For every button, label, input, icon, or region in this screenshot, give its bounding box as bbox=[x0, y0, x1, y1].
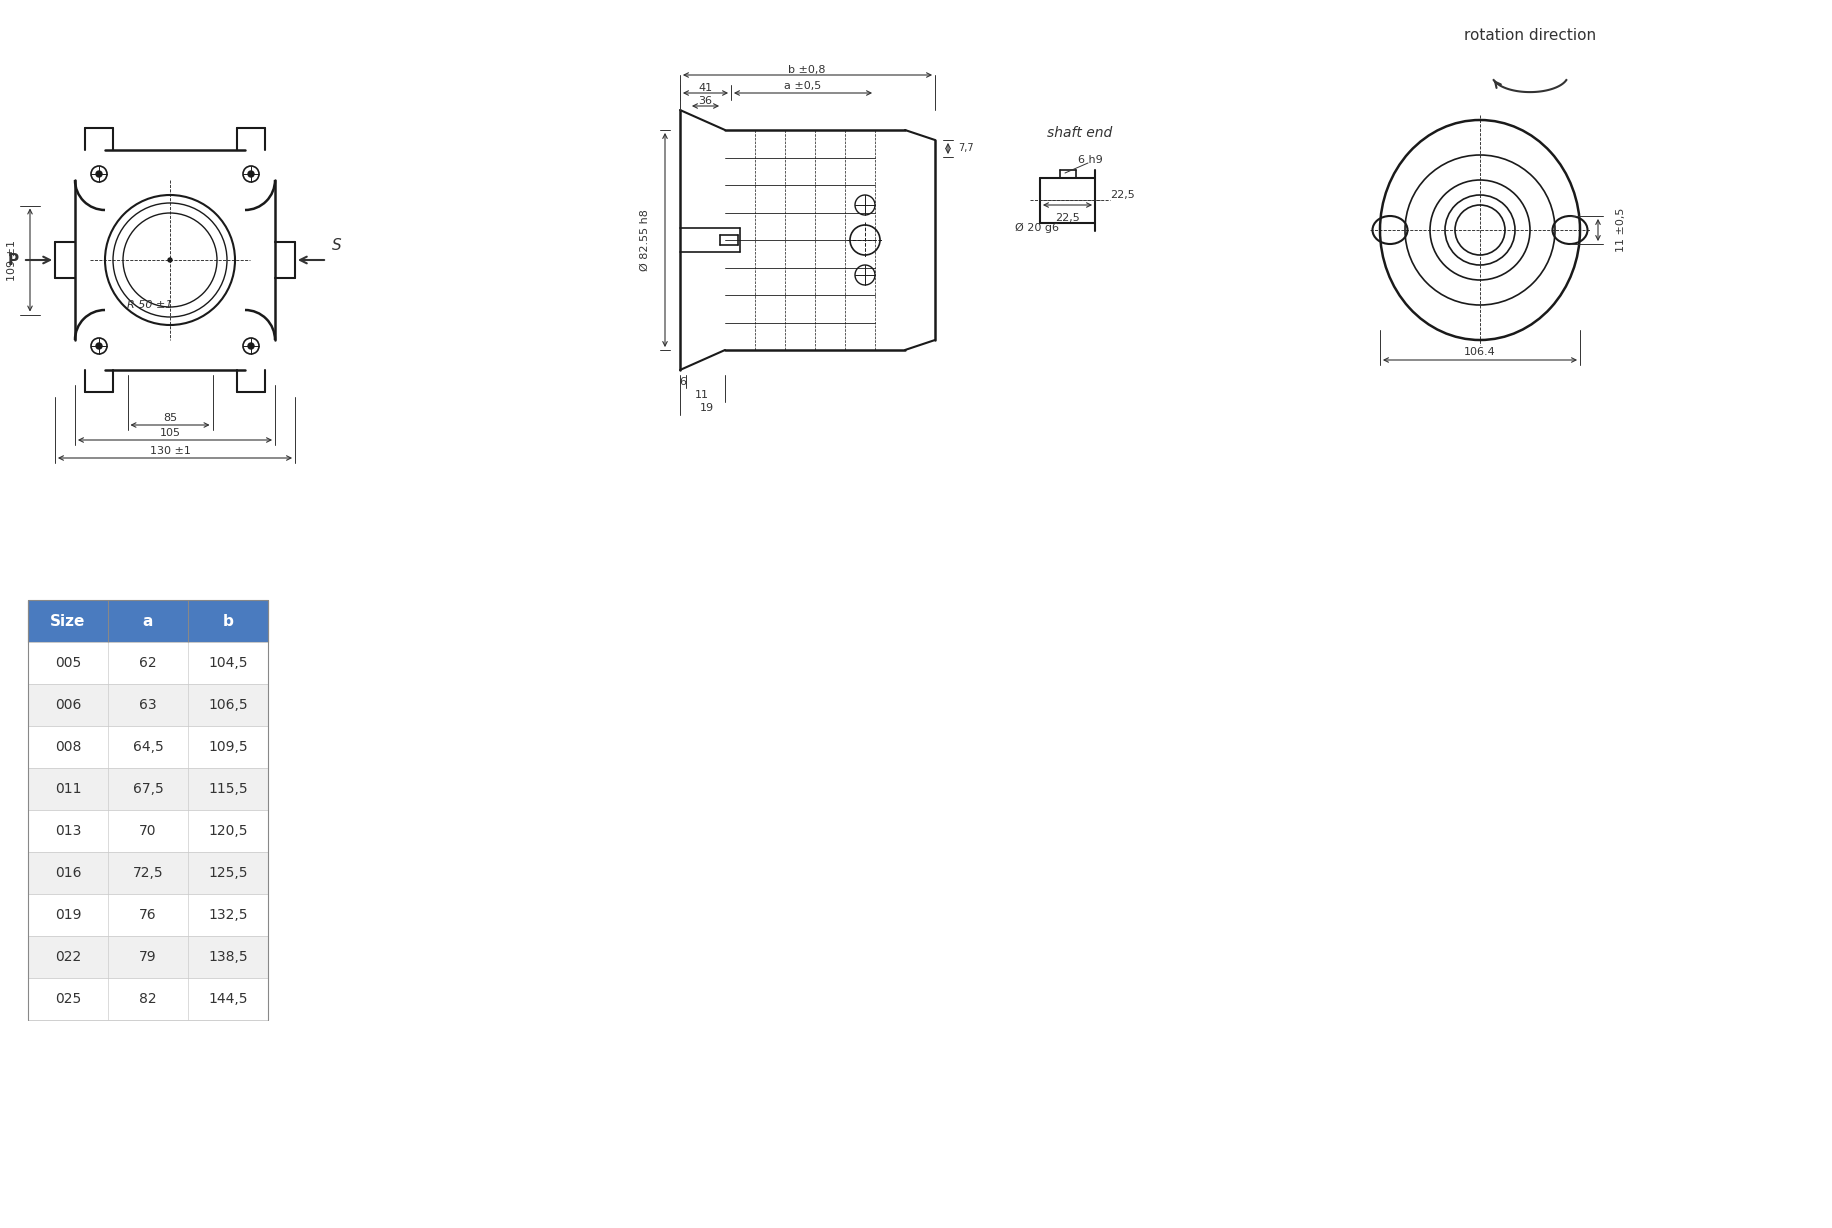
Text: a: a bbox=[143, 614, 154, 629]
Text: Size: Size bbox=[49, 614, 86, 629]
Text: rotation direction: rotation direction bbox=[1464, 27, 1596, 43]
Text: 105: 105 bbox=[159, 429, 181, 438]
Text: 70: 70 bbox=[139, 824, 158, 837]
Text: 130 ±1: 130 ±1 bbox=[150, 446, 191, 456]
Circle shape bbox=[95, 343, 103, 349]
Circle shape bbox=[95, 171, 103, 177]
Text: 109 ±1: 109 ±1 bbox=[7, 239, 16, 280]
Bar bbox=[27, 977, 267, 1020]
Text: 006: 006 bbox=[55, 698, 81, 712]
Text: 013: 013 bbox=[55, 824, 81, 837]
Text: 025: 025 bbox=[55, 992, 81, 1006]
Text: shaft end: shaft end bbox=[1048, 126, 1112, 140]
Text: 19: 19 bbox=[700, 403, 714, 413]
Bar bbox=[27, 810, 267, 852]
Text: 120,5: 120,5 bbox=[209, 824, 247, 837]
Text: 41: 41 bbox=[698, 84, 713, 93]
Text: 106.4: 106.4 bbox=[1464, 348, 1497, 357]
Text: Ø 82.55 h8: Ø 82.55 h8 bbox=[639, 209, 650, 271]
Bar bbox=[27, 642, 267, 684]
Bar bbox=[27, 894, 267, 936]
Circle shape bbox=[169, 258, 172, 262]
Text: 79: 79 bbox=[139, 950, 158, 964]
Text: 132,5: 132,5 bbox=[209, 907, 247, 922]
Text: 106,5: 106,5 bbox=[209, 698, 247, 712]
Text: 22,5: 22,5 bbox=[1110, 190, 1134, 200]
Bar bbox=[27, 684, 267, 726]
Text: 11 ±0,5: 11 ±0,5 bbox=[1616, 208, 1627, 252]
Text: 6: 6 bbox=[680, 377, 687, 387]
Bar bbox=[27, 726, 267, 768]
Text: 82: 82 bbox=[139, 992, 158, 1006]
Text: 72,5: 72,5 bbox=[132, 866, 163, 880]
Text: 85: 85 bbox=[163, 413, 178, 422]
Text: 63: 63 bbox=[139, 698, 158, 712]
Text: P: P bbox=[7, 253, 18, 268]
Text: b: b bbox=[222, 614, 233, 629]
Text: 76: 76 bbox=[139, 907, 158, 922]
Circle shape bbox=[247, 171, 255, 177]
Text: 6 h9: 6 h9 bbox=[1077, 155, 1103, 165]
Text: 138,5: 138,5 bbox=[209, 950, 247, 964]
Text: 67,5: 67,5 bbox=[132, 782, 163, 796]
Text: 62: 62 bbox=[139, 656, 158, 670]
Text: 115,5: 115,5 bbox=[209, 782, 247, 796]
Text: 22,5: 22,5 bbox=[1055, 212, 1079, 223]
Bar bbox=[27, 600, 267, 642]
Text: 005: 005 bbox=[55, 656, 81, 670]
Text: R 50 ±1: R 50 ±1 bbox=[126, 300, 172, 309]
Text: 022: 022 bbox=[55, 950, 81, 964]
Text: b ±0,8: b ±0,8 bbox=[788, 65, 826, 75]
Text: 109,5: 109,5 bbox=[209, 740, 247, 754]
Text: S: S bbox=[332, 237, 343, 253]
Text: 11: 11 bbox=[694, 391, 709, 400]
Text: 016: 016 bbox=[55, 866, 81, 880]
Text: 019: 019 bbox=[55, 907, 81, 922]
Text: 104,5: 104,5 bbox=[209, 656, 247, 670]
Text: 64,5: 64,5 bbox=[132, 740, 163, 754]
Bar bbox=[27, 936, 267, 977]
Bar bbox=[27, 852, 267, 894]
Text: 36: 36 bbox=[698, 96, 713, 106]
Text: 144,5: 144,5 bbox=[209, 992, 247, 1006]
Text: 008: 008 bbox=[55, 740, 81, 754]
Text: 7,7: 7,7 bbox=[958, 142, 973, 154]
Text: 125,5: 125,5 bbox=[209, 866, 247, 880]
Circle shape bbox=[247, 343, 255, 349]
Text: a ±0,5: a ±0,5 bbox=[784, 81, 821, 91]
Text: 011: 011 bbox=[55, 782, 81, 796]
Bar bbox=[27, 768, 267, 810]
Text: Ø 20 g6: Ø 20 g6 bbox=[1015, 223, 1059, 233]
